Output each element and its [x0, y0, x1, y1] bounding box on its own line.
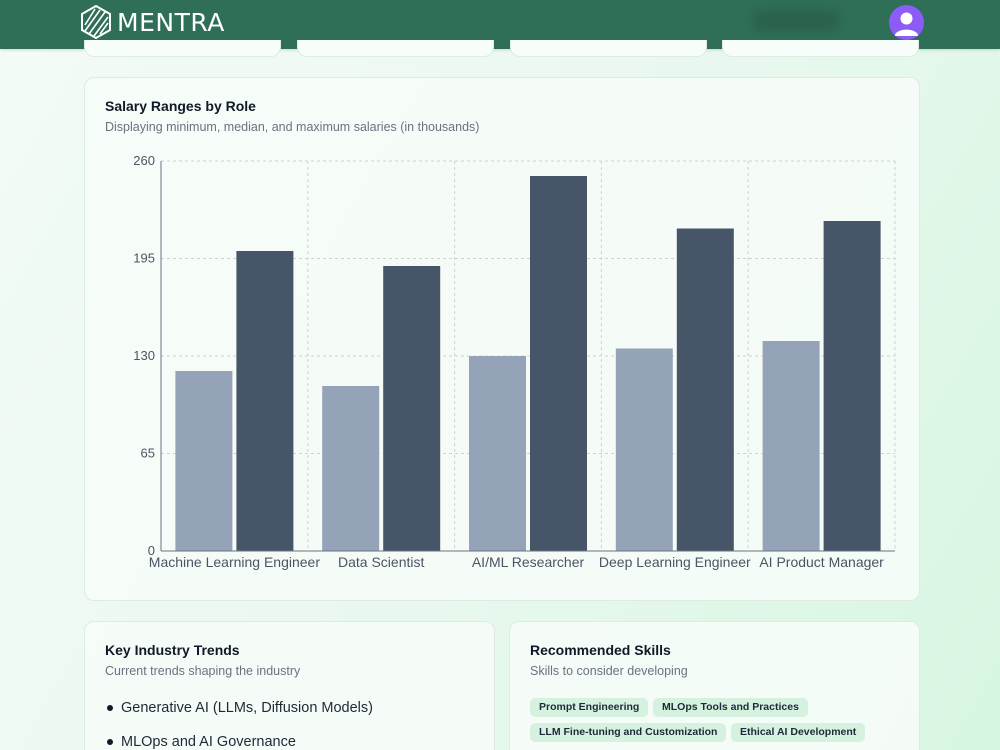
- chart-bar: [615, 348, 673, 551]
- stat-card-2: [297, 40, 494, 57]
- skills-card-subtitle: Skills to consider developing: [530, 664, 688, 678]
- skill-chip[interactable]: MLOps Tools and Practices: [653, 698, 808, 717]
- bullet-dot-icon: [107, 705, 113, 711]
- stat-card-3: [510, 40, 707, 57]
- bullet-dot-icon: [107, 739, 113, 745]
- chart-bar: [322, 386, 380, 551]
- salary-card-title: Salary Ranges by Role: [105, 98, 256, 114]
- trends-card-title: Key Industry Trends: [105, 642, 240, 658]
- x-tick-label: AI Product Manager: [759, 554, 884, 570]
- trend-label: MLOps and AI Governance: [121, 734, 296, 750]
- y-tick-label: 195: [133, 251, 155, 266]
- recommended-skills-card: Recommended Skills Skills to consider de…: [509, 621, 920, 750]
- header-nav-blurred: [752, 10, 840, 32]
- y-tick-label: 130: [133, 348, 155, 363]
- chart-bar: [530, 176, 587, 551]
- skill-chip[interactable]: Prompt Engineering: [530, 698, 649, 717]
- chart-bar: [762, 341, 820, 551]
- y-tick-label: 260: [133, 153, 155, 168]
- chart-bar: [469, 356, 526, 551]
- skill-chip[interactable]: Ethical AI Development: [731, 723, 866, 742]
- chart-bar: [383, 266, 441, 551]
- trends-card-subtitle: Current trends shaping the industry: [105, 664, 301, 678]
- trend-label: Generative AI (LLMs, Diffusion Models): [121, 700, 373, 716]
- brand-name: MENTRA: [117, 7, 225, 37]
- skill-chip[interactable]: LLM Fine-tuning and Customization: [530, 723, 727, 742]
- salary-bar-chart: 0 65 130 195 260 Machine Learning Engineer Dat…: [133, 153, 896, 570]
- stat-card-4: [722, 40, 919, 57]
- chart-bar: [823, 221, 881, 551]
- salary-card-subtitle: Displaying minimum, median, and maximum …: [105, 120, 480, 134]
- y-tick-label: 0: [148, 543, 155, 558]
- person-icon: [894, 12, 919, 36]
- brand-logo[interactable]: MENTRA: [81, 5, 225, 39]
- y-tick-label: 65: [141, 446, 155, 461]
- user-avatar-icon[interactable]: [889, 5, 924, 40]
- x-tick-label: Deep Learning Engineer: [599, 554, 751, 570]
- chart-bar: [175, 371, 233, 551]
- stat-card-1: [84, 40, 281, 57]
- x-tick-label: AI/ML Researcher: [472, 554, 585, 570]
- striped-hexagon-logo-icon: [81, 5, 111, 39]
- x-tick-label: Data Scientist: [338, 554, 424, 570]
- chart-bar: [236, 251, 294, 551]
- industry-trends-card: Key Industry Trends Current trends shapi…: [84, 621, 495, 750]
- x-tick-label: Machine Learning Engineer: [149, 554, 321, 570]
- trend-item: MLOps and AI Governance: [107, 734, 296, 750]
- chart-bar: [676, 228, 734, 551]
- skills-card-title: Recommended Skills: [530, 642, 671, 658]
- trend-item: Generative AI (LLMs, Diffusion Models): [107, 700, 373, 716]
- salary-ranges-card: Salary Ranges by Role Displaying minimum…: [84, 77, 920, 601]
